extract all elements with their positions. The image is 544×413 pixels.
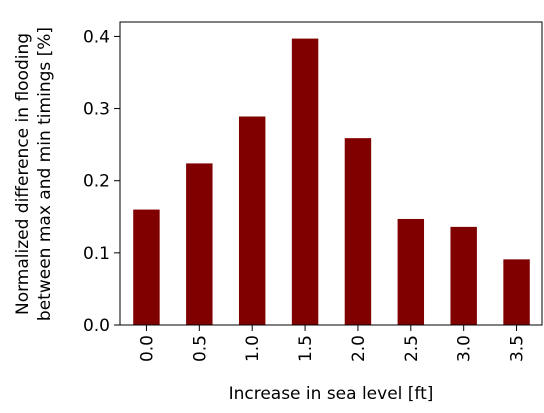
y-tick-label: 0.4 <box>83 27 110 47</box>
x-tick-label: 2.5 <box>402 335 422 362</box>
y-axis-label: Normalized difference in flooding <box>13 33 33 315</box>
y-tick-label: 0.2 <box>83 172 110 192</box>
x-tick-label: 0.0 <box>137 335 157 362</box>
x-tick-label: 1.5 <box>296 335 316 362</box>
bar <box>397 218 425 325</box>
x-tick-label: 3.5 <box>508 335 528 362</box>
bar <box>133 209 160 325</box>
x-axis-label: Increase in sea level [ft] <box>229 384 434 404</box>
y-axis-label: between max and min timings [%] <box>35 27 55 321</box>
x-tick-label: 3.0 <box>455 335 475 362</box>
bar <box>238 116 266 325</box>
x-tick-label: 1.0 <box>243 335 263 362</box>
plot-frame <box>119 21 543 326</box>
bar <box>186 163 213 325</box>
bar <box>344 138 372 325</box>
x-tick-label: 2.0 <box>349 335 369 362</box>
bar <box>503 259 530 325</box>
y-tick-label: 0.1 <box>83 244 110 264</box>
bar <box>450 226 477 325</box>
bar <box>291 38 319 325</box>
y-tick-label: 0.0 <box>83 316 110 336</box>
x-tick-label: 0.5 <box>190 335 210 362</box>
y-tick-label: 0.3 <box>83 100 110 120</box>
